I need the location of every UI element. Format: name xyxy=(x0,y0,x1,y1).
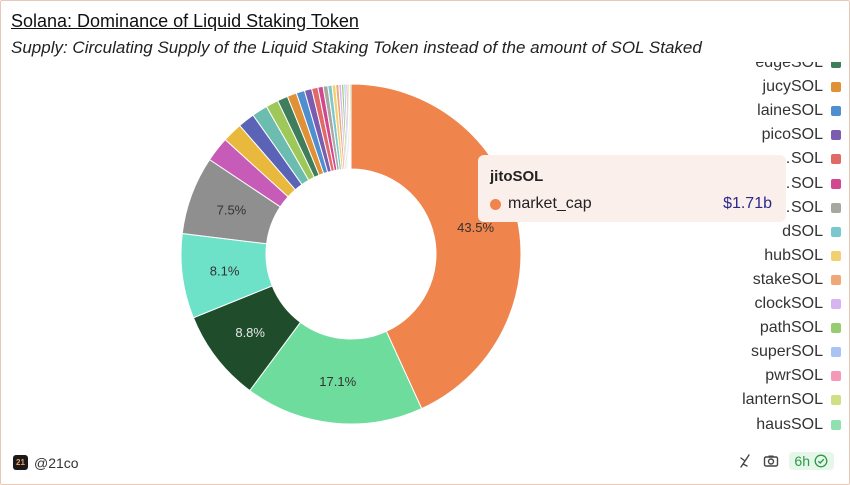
legend-swatch xyxy=(831,62,841,68)
legend-item[interactable]: …SOL xyxy=(774,196,841,220)
legend-label: jucySOL xyxy=(762,78,823,96)
tooltip-value: $1.71b xyxy=(723,195,772,212)
legend-item[interactable]: lanternSOL xyxy=(742,388,841,412)
legend-item[interactable]: pwrSOL xyxy=(765,364,841,388)
legend-item[interactable]: dSOL xyxy=(782,220,841,244)
legend-item[interactable]: …SOL xyxy=(774,147,841,171)
slice-label-2: 8.8% xyxy=(235,325,265,340)
legend-swatch xyxy=(831,250,841,261)
legend-label: pwrSOL xyxy=(765,367,823,385)
legend-swatch xyxy=(831,395,841,406)
tooltip-series-label: market_cap xyxy=(508,195,592,212)
legend-item[interactable]: superSOL xyxy=(750,340,841,364)
camera-icon[interactable] xyxy=(763,453,779,469)
legend-swatch xyxy=(831,82,841,93)
check-circle-icon xyxy=(813,453,829,469)
refresh-badge[interactable]: 6h xyxy=(789,452,834,470)
legend-item[interactable]: pathSOL xyxy=(759,316,841,340)
legend-item[interactable]: edgeSOL xyxy=(755,62,841,75)
chart-title[interactable]: Solana: Dominance of Liquid Staking Toke… xyxy=(11,11,359,31)
legend-swatch xyxy=(831,347,841,358)
legend-item[interactable]: laineSOL xyxy=(757,99,841,123)
legend-label: …SOL xyxy=(774,150,823,168)
footer-actions: 6h xyxy=(737,452,834,470)
legend-label: …SOL xyxy=(774,174,823,192)
legend-label: hausSOL xyxy=(756,415,823,433)
legend-item[interactable]: picoSOL xyxy=(761,123,841,147)
slice-label-4: 7.5% xyxy=(217,203,247,218)
legend-item[interactable]: hubSOL xyxy=(764,244,841,268)
pie-slice-1[interactable] xyxy=(249,321,423,425)
tooltip-title: jitoSOL xyxy=(490,168,544,185)
legend-swatch xyxy=(831,106,841,117)
21co-logo-icon: 21 xyxy=(13,455,28,470)
fork-icon[interactable] xyxy=(737,453,753,469)
legend-swatch xyxy=(831,178,841,189)
legend-label: pathSOL xyxy=(759,319,823,337)
chart-subtitle: Supply: Circulating Supply of the Liquid… xyxy=(11,38,702,57)
legend-label: dSOL xyxy=(782,222,823,240)
legend-label: hubSOL xyxy=(764,246,823,264)
legend-label: superSOL xyxy=(750,343,823,361)
slice-label-0: 43.5% xyxy=(457,220,494,235)
legend-item[interactable]: stakeSOL xyxy=(752,268,841,292)
refresh-interval: 6h xyxy=(794,453,810,469)
legend-item[interactable]: jucySOL xyxy=(762,75,841,99)
author-handle[interactable]: @21co xyxy=(34,455,79,471)
pie-slice-25[interactable] xyxy=(349,83,352,170)
legend-swatch xyxy=(831,299,841,309)
legend-swatch xyxy=(831,323,841,334)
chart-tooltip: jitoSOL market_cap $1.71b xyxy=(478,155,786,222)
slice-label-1: 17.1% xyxy=(319,374,356,389)
legend-item[interactable]: …SOL xyxy=(774,172,841,196)
legend-swatch xyxy=(831,130,841,141)
legend-swatch xyxy=(831,371,841,382)
legend-label: lanternSOL xyxy=(742,391,823,409)
legend-label: …SOL xyxy=(774,198,823,216)
legend-swatch xyxy=(831,202,841,213)
legend-swatch xyxy=(831,154,841,165)
legend-label: stakeSOL xyxy=(752,270,823,288)
legend-item[interactable]: clockSOL xyxy=(754,292,841,316)
legend-label: laineSOL xyxy=(757,102,823,120)
legend-swatch xyxy=(831,419,841,430)
tooltip-series-dot xyxy=(490,199,501,210)
legend-label: clockSOL xyxy=(754,295,823,312)
legend-swatch xyxy=(831,226,841,237)
legend-label: edgeSOL xyxy=(755,62,823,71)
slice-label-3: 8.1% xyxy=(210,264,240,279)
legend-swatch xyxy=(831,274,841,285)
legend-item[interactable]: hausSOL xyxy=(756,413,841,437)
legend-label: picoSOL xyxy=(761,126,823,144)
chart-legend: edgeSOL jucySOL laineSOL picoSOL …SOL …SOL …SO… xyxy=(700,62,845,442)
